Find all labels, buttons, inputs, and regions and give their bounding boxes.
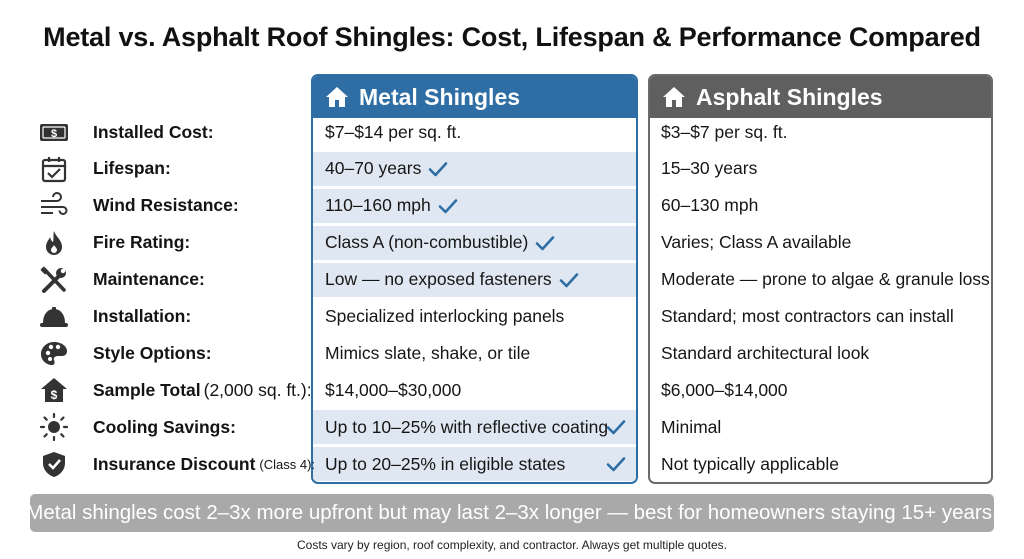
asphalt-cell: $3–$7 per sq. ft. xyxy=(650,115,991,149)
asphalt-cell: Standard; most contractors can install xyxy=(650,300,991,334)
metal-cell: Class A (non-combustible) xyxy=(313,225,636,260)
svg-text:$: $ xyxy=(51,128,57,140)
metal-cell: 110–160 mph xyxy=(313,188,636,223)
asphalt-column-title: Asphalt Shingles xyxy=(696,83,883,110)
page-title: Metal vs. Asphalt Roof Shingles: Cost, L… xyxy=(43,22,981,52)
asphalt-cell-text: Not typically applicable xyxy=(661,453,840,474)
palette-icon xyxy=(36,338,72,368)
asphalt-cell: Varies; Class A available xyxy=(650,226,991,260)
metal-cell: 40–70 years xyxy=(313,151,636,186)
metal-cell-text: $14,000–$30,000 xyxy=(325,379,462,400)
asphalt-cell-text: Standard architectural look xyxy=(661,342,870,363)
row-label: Wind Resistance: xyxy=(93,189,239,223)
metal-cell-text: Low — no exposed fasteners xyxy=(325,269,552,290)
footnote: Costs vary by region, roof complexity, a… xyxy=(297,538,727,552)
metal-cell-text: $7–$14 per sq. ft. xyxy=(325,121,462,142)
metal-cell-text: 40–70 years xyxy=(325,158,422,179)
row-label: Maintenance: xyxy=(93,263,205,297)
tools-icon xyxy=(36,265,72,295)
asphalt-cell-text: 60–130 mph xyxy=(661,195,759,216)
row-label-text: Style Options: xyxy=(93,342,212,363)
metal-cell-text: Class A (non-combustible) xyxy=(325,232,529,253)
row-label-qualifier: (Class 4): xyxy=(259,456,316,472)
metal-column-title: Metal Shingles xyxy=(359,83,521,110)
house-icon xyxy=(326,87,348,107)
row-label: Cooling Savings: xyxy=(93,410,236,444)
row-label: Installed Cost: xyxy=(93,115,214,149)
metal-cell-text: Up to 20–25% in eligible states xyxy=(325,453,566,474)
row-label-text: Maintenance: xyxy=(93,269,205,290)
asphalt-cell: $6,000–$14,000 xyxy=(650,373,991,407)
asphalt-cell-text: 15–30 years xyxy=(661,158,758,179)
row-label-text: Fire Rating: xyxy=(93,232,191,253)
house-dollar-icon: $ xyxy=(36,375,72,405)
check-icon xyxy=(535,235,555,250)
row-label-text: Cooling Savings: xyxy=(93,416,236,437)
metal-column: Metal Shingles $7–$14 per sq. ft. 40–70 y… xyxy=(311,74,638,484)
metal-cell: $7–$14 per sq. ft. xyxy=(313,115,636,149)
asphalt-column: Asphalt Shingles $3–$7 per sq. ft. 15–30 … xyxy=(648,74,993,484)
calendar-check-icon xyxy=(36,154,72,184)
house-icon xyxy=(663,87,685,107)
row-label: Style Options: xyxy=(93,336,212,370)
check-icon xyxy=(559,272,578,287)
row-label-text: Lifespan: xyxy=(93,158,171,179)
metal-cell: $14,000–$30,000 xyxy=(313,373,636,407)
row-label-text: Sample Total xyxy=(93,379,201,400)
metal-cell: Specialized interlocking panels xyxy=(313,300,636,334)
row-label-qualifier: (2,000 sq. ft.): xyxy=(203,379,312,400)
row-label: Installation: xyxy=(93,300,191,334)
metal-cell: Low — no exposed fasteners xyxy=(313,262,636,297)
metal-cell-text: Mimics slate, shake, or tile xyxy=(325,342,531,363)
flame-icon xyxy=(36,228,72,258)
asphalt-cell-text: Minimal xyxy=(661,416,722,437)
asphalt-cell: 60–130 mph xyxy=(650,189,991,223)
row-label: Insurance Discount (Class 4): xyxy=(93,447,315,481)
row-label: Fire Rating: xyxy=(93,226,190,260)
asphalt-cell-text: $6,000–$14,000 xyxy=(661,379,788,400)
hard-hat-icon xyxy=(36,302,72,332)
svg-text:$: $ xyxy=(51,388,58,402)
metal-cell: Up to 10–25% with reflective coating xyxy=(313,410,636,445)
row-label-text: Wind Resistance: xyxy=(93,195,239,216)
wind-icon xyxy=(36,191,72,221)
check-icon xyxy=(438,198,458,214)
summary-banner: Metal shingles cost 2–3x more upfront bu… xyxy=(26,494,998,532)
asphalt-cell: Moderate — prone to algae & granule loss xyxy=(650,263,991,297)
dollar-bill-icon: $ xyxy=(36,117,72,147)
metal-column-header: Metal Shingles xyxy=(313,76,636,118)
row-label-text: Insurance Discount xyxy=(93,453,256,474)
asphalt-cell: 15–30 years xyxy=(650,152,991,186)
metal-cell-text: 110–160 mph xyxy=(325,195,431,216)
asphalt-cell-text: Standard; most contractors can install xyxy=(661,306,954,326)
check-icon xyxy=(606,457,626,472)
row-label: Lifespan: xyxy=(93,152,171,186)
asphalt-cell: Minimal xyxy=(650,410,991,444)
row-label: Sample Total (2,000 sq. ft.): xyxy=(93,373,312,407)
asphalt-cell-text: Varies; Class A available xyxy=(661,232,852,253)
asphalt-cell-text: Moderate — prone to algae & granule loss xyxy=(661,269,990,290)
sun-icon xyxy=(36,412,72,442)
metal-cell-text: Specialized interlocking panels xyxy=(325,306,565,326)
shield-check-icon xyxy=(36,449,72,479)
metal-cell-text: Up to 10–25% with reflective coating xyxy=(325,416,609,437)
metal-cell: Up to 20–25% in eligible states xyxy=(313,447,636,482)
asphalt-column-header: Asphalt Shingles xyxy=(650,76,991,118)
asphalt-cell: Standard architectural look xyxy=(650,336,991,370)
asphalt-cell: Not typically applicable xyxy=(650,447,991,481)
check-icon xyxy=(606,420,626,435)
check-icon xyxy=(429,162,448,177)
row-label-text: Installed Cost: xyxy=(93,121,214,142)
asphalt-cell-text: $3–$7 per sq. ft. xyxy=(661,121,788,142)
metal-cell: Mimics slate, shake, or tile xyxy=(313,336,636,370)
row-label-text: Installation: xyxy=(93,306,192,326)
